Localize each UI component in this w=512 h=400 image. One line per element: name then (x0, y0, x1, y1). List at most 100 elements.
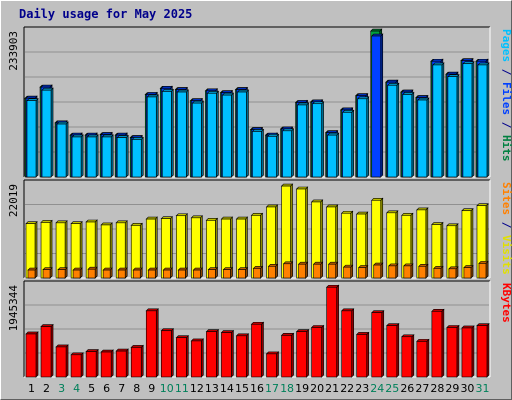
kbytes-bar (461, 325, 475, 378)
visits-bar (160, 215, 174, 279)
kbytes-bar (340, 308, 355, 378)
sites-bar (42, 266, 53, 279)
day-label: 10 (160, 382, 174, 395)
pages-bar (251, 128, 265, 178)
visits-bar (250, 212, 264, 279)
kbytes-bar (401, 334, 415, 378)
day-label: 16 (250, 382, 264, 395)
visits-bar (100, 222, 113, 279)
pages-bar (447, 73, 460, 178)
day-label: 7 (118, 382, 125, 395)
sites-bar (27, 267, 38, 279)
legend-part: KBytes (500, 283, 512, 323)
kbytes-bar (371, 309, 385, 378)
pages-bar (71, 134, 84, 178)
y-scale-label: 1945344 (7, 285, 20, 332)
legend-part: / (500, 115, 512, 135)
files-bar (371, 33, 384, 178)
day-label: 6 (103, 382, 110, 395)
visits-bar (190, 215, 204, 279)
kbytes-bar (70, 352, 84, 378)
legend-part: / (500, 62, 512, 82)
sites-bar (297, 261, 309, 279)
y-scale-label: 22019 (7, 184, 20, 217)
kbytes-bar (220, 329, 235, 378)
day-label: 19 (295, 382, 309, 395)
sites-bar (117, 267, 128, 279)
pages-bar (101, 134, 114, 178)
kbytes-bar (250, 321, 265, 378)
series-legend-label: Sites / Visits (500, 182, 512, 275)
visits-bar (355, 211, 369, 279)
sites-bar (357, 264, 369, 279)
day-label: 18 (280, 382, 294, 395)
day-label: 22 (340, 382, 354, 395)
pages-bar (326, 132, 340, 178)
day-label: 12 (190, 382, 204, 395)
kbytes-bar (310, 324, 325, 378)
day-label: 21 (325, 382, 339, 395)
pages-bar (206, 90, 220, 178)
pages-bar (417, 97, 430, 178)
sites-bar (252, 265, 264, 279)
pages-bar (41, 87, 54, 178)
kbytes-bar (446, 324, 460, 378)
day-label: 2 (43, 382, 50, 395)
pages-bar (462, 60, 475, 178)
legend-part: Files (500, 82, 512, 115)
day-label: 3 (58, 382, 65, 395)
sites-bar (327, 261, 339, 279)
pages-bar (86, 134, 99, 178)
day-label: 13 (205, 382, 219, 395)
day-label: 28 (430, 382, 444, 395)
pages-bar (356, 96, 370, 178)
pages-bar (432, 62, 445, 178)
pages-bar (191, 100, 205, 178)
sites-bar (57, 266, 68, 279)
kbytes-bar (205, 328, 220, 378)
visits-bar (85, 219, 98, 279)
kbytes-bar (115, 348, 129, 378)
pages-bar (341, 109, 355, 178)
pages-bar (477, 62, 490, 178)
sites-bar (72, 267, 83, 279)
kbytes-bar (25, 331, 39, 378)
day-label: 25 (385, 382, 399, 395)
sites-bar (342, 264, 354, 279)
day-label: 17 (265, 382, 279, 395)
day-label: 20 (310, 382, 324, 395)
legend-part: Hits (500, 135, 512, 162)
kbytes-bar (160, 328, 175, 378)
day-label: 26 (400, 382, 414, 395)
sites-bar (267, 263, 279, 279)
day-label: 1 (28, 382, 35, 395)
pages-bar (131, 136, 144, 178)
kbytes-bar (416, 338, 430, 378)
pages-bar (26, 97, 39, 178)
kbytes-bar (280, 332, 295, 378)
day-label: 31 (475, 382, 489, 395)
kbytes-bar (265, 351, 280, 378)
sites-bar (237, 266, 249, 279)
sites-bar (282, 261, 294, 279)
pages-bar (402, 91, 415, 178)
pages-bar (56, 121, 69, 178)
series-legend-label: Pages / Files / Hits (500, 29, 512, 162)
pages-bar (116, 134, 129, 178)
visits-bar (446, 223, 459, 279)
pages-bar (221, 92, 235, 178)
pages-bar (387, 82, 400, 178)
sites-bar (87, 266, 98, 279)
legend-part: Pages (500, 29, 512, 62)
visits-bar (371, 197, 384, 279)
kbytes-bar (145, 308, 159, 378)
kbytes-bar (85, 348, 99, 378)
sites-bar (463, 264, 474, 279)
day-label: 9 (148, 382, 155, 395)
sites-bar (132, 267, 143, 279)
day-label: 24 (370, 382, 384, 395)
day-label: 15 (235, 382, 249, 395)
sites-bar (388, 263, 399, 279)
sites-bar (177, 267, 189, 279)
